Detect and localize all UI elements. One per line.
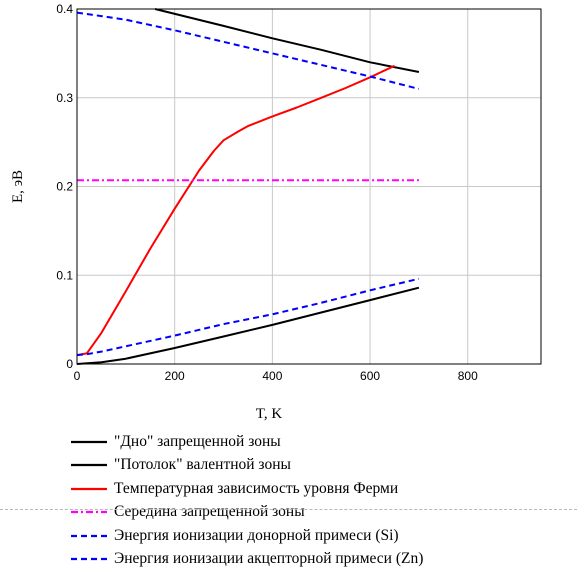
legend-swatch xyxy=(71,511,107,514)
legend-label: "Потолок" валентной зоны xyxy=(114,456,291,474)
legend-item: Энергия ионизации акцепторной примеси (Z… xyxy=(70,548,570,572)
x-tick-label: 0 xyxy=(74,369,81,383)
legend-swatch xyxy=(71,464,107,467)
x-tick-label: 800 xyxy=(458,369,478,383)
y-tick-label: 0.3 xyxy=(56,91,73,105)
x-tick-label: 200 xyxy=(165,369,185,383)
legend-label: "Дно" запрещенной зоны xyxy=(114,432,281,450)
series-line-1 xyxy=(154,8,420,73)
y-axis-title: E, эВ xyxy=(10,170,26,203)
legend: "Дно" запрещенной зоны "Потолок" валентно… xyxy=(70,430,570,571)
legend-swatch xyxy=(71,487,107,490)
legend-label: Энергия ионизации донорной примеси (Si) xyxy=(114,526,399,544)
y-tick-label: 0.4 xyxy=(56,2,73,16)
y-tick-label: 0 xyxy=(66,357,73,371)
series-line-3 xyxy=(76,64,395,357)
legend-item: Энергия ионизации донорной примеси (Si) xyxy=(70,524,570,548)
legend-swatch xyxy=(71,558,107,561)
legend-item: Середина запрещенной зоны xyxy=(70,501,570,525)
plot-frame xyxy=(76,8,542,365)
tick-labels: 0 200 400 600 800 0 0.1 0.2 0.3 0.4 xyxy=(56,2,478,383)
legend-swatch xyxy=(71,534,107,537)
y-tick-label: 0.2 xyxy=(56,180,73,194)
series-line-2 xyxy=(76,286,420,365)
legend-item: "Потолок" валентной зоны xyxy=(70,454,570,478)
legend-label: Температурная зависимость уровня Ферми xyxy=(114,479,399,497)
x-axis-title: T, K xyxy=(256,406,283,422)
legend-item: Температурная зависимость уровня Ферми xyxy=(70,477,570,501)
legend-label: Энергия ионизации акцепторной примеси (Z… xyxy=(114,550,424,568)
legend-swatch xyxy=(71,440,107,443)
grid-lines xyxy=(77,9,541,364)
series-line-5 xyxy=(76,11,420,90)
chart: 0 200 400 600 800 0 0.1 0.2 0.3 0.4 T, K E, эВ xyxy=(10,2,542,422)
dashed-divider xyxy=(0,509,577,510)
series-lines xyxy=(76,8,420,365)
series-line-6 xyxy=(76,277,420,357)
x-tick-label: 400 xyxy=(262,369,282,383)
y-tick-label: 0.1 xyxy=(56,268,73,282)
x-tick-label: 600 xyxy=(360,369,380,383)
legend-item: "Дно" запрещенной зоны xyxy=(70,430,570,454)
legend-label: Середина запрещенной зоны xyxy=(114,503,305,521)
